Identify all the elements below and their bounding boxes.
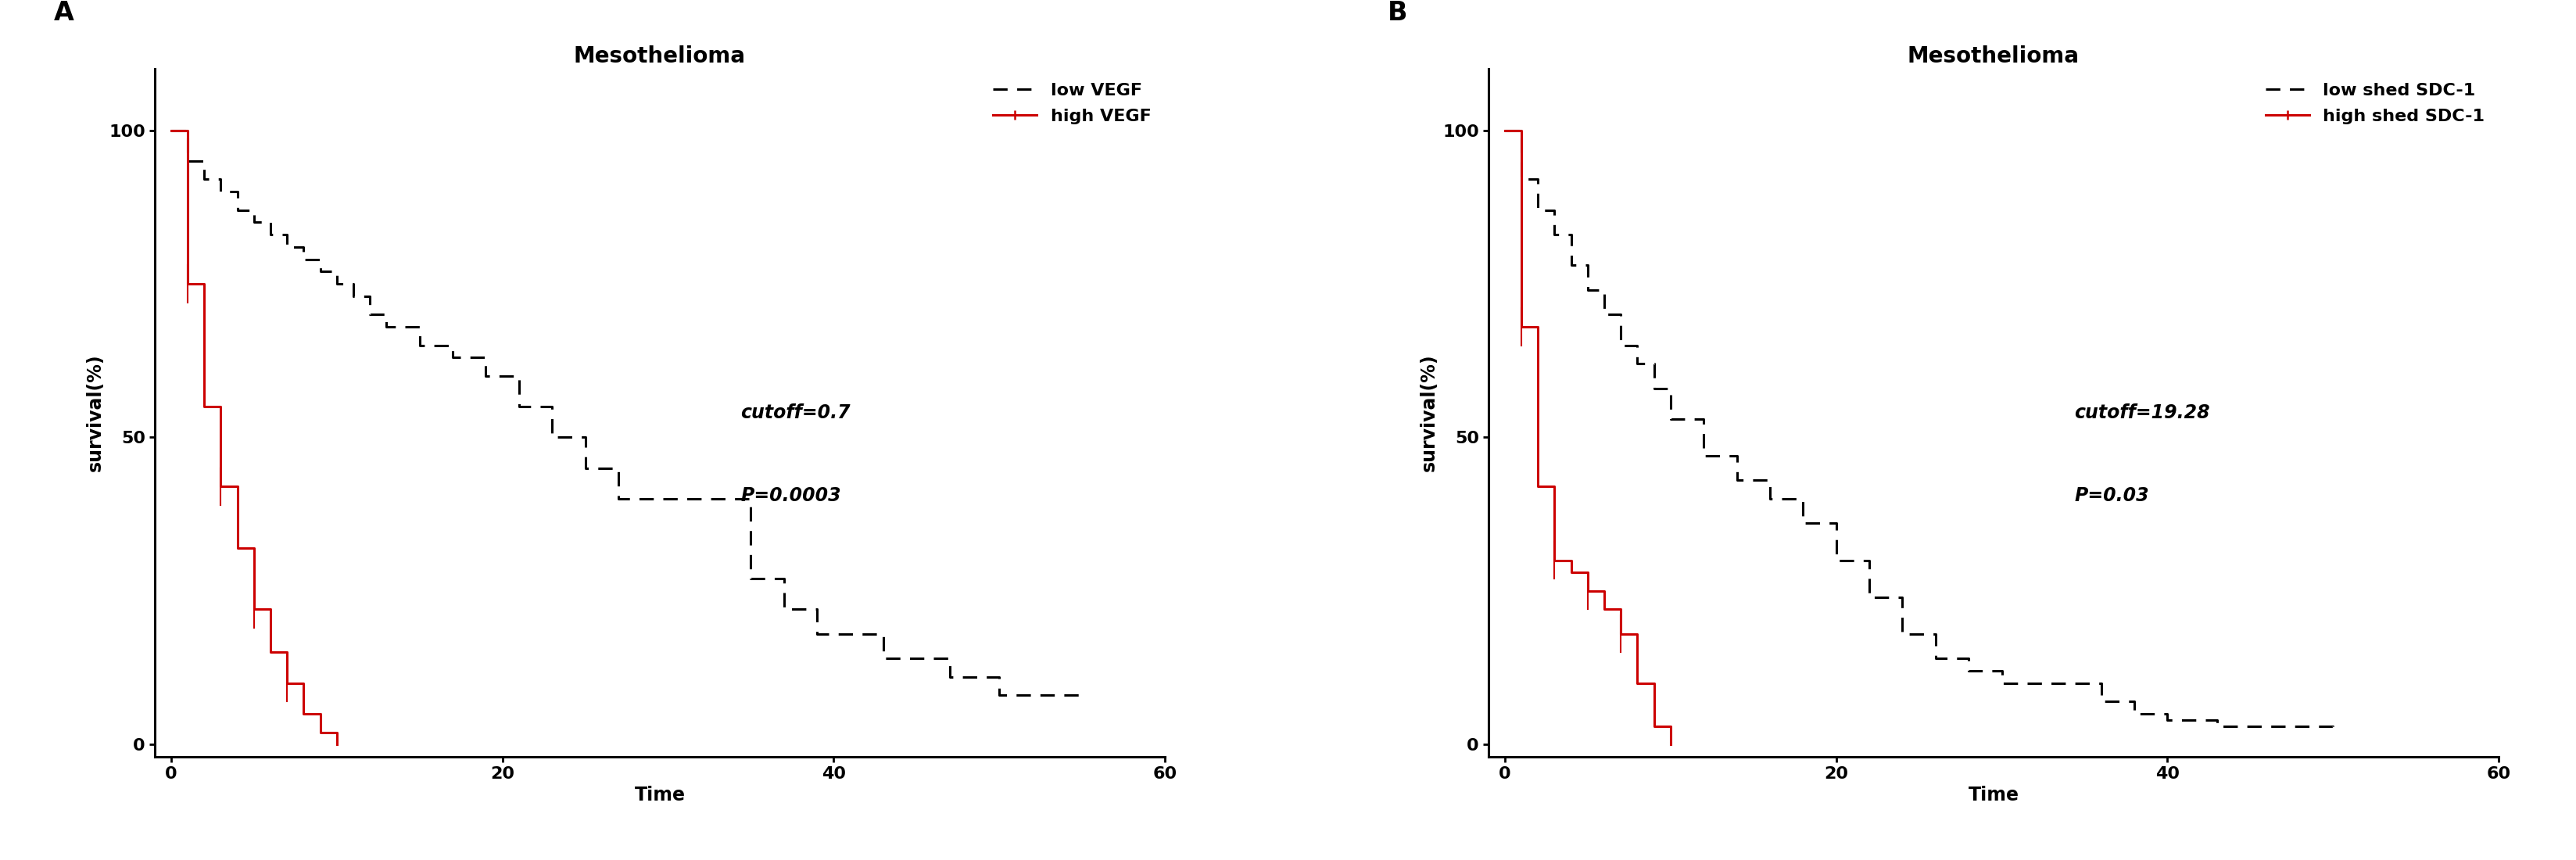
high VEGF [206,482,237,492]
low shed SDC-1 [1919,654,1950,664]
low shed SDC-1 [1623,359,1654,369]
X-axis label: Time: Time [634,786,685,805]
Text: cutoff=0.7: cutoff=0.7 [739,403,850,422]
high shed SDC-1 [1507,322,1538,332]
low VEGF [502,402,533,412]
low shed SDC-1 [1687,451,1718,461]
X-axis label: Time: Time [1968,786,2020,805]
low shed SDC-1 [1489,125,1520,135]
low shed SDC-1 [1556,261,1587,271]
low shed SDC-1 [1571,285,1602,295]
low shed SDC-1 [1888,629,1919,639]
high VEGF [304,727,335,737]
Y-axis label: survival(%): survival(%) [85,354,106,471]
high shed SDC-1 [1538,555,1569,565]
low shed SDC-1 [1788,519,1819,529]
low shed SDC-1 [2202,721,2233,731]
low VEGF [289,254,319,264]
high shed SDC-1 [1522,482,1553,492]
low shed SDC-1 [2087,697,2117,707]
low shed SDC-1 [1522,205,1553,215]
low shed SDC-1 [2120,709,2151,719]
low VEGF [734,574,765,584]
low shed SDC-1 [2151,715,2182,725]
high VEGF [155,125,185,135]
low VEGF [1066,691,1097,701]
low VEGF [984,691,1015,701]
low shed SDC-1 [1754,494,1785,504]
low VEGF [322,279,353,289]
Y-axis label: survival(%): survival(%) [1419,354,1437,471]
high VEGF [222,543,252,553]
low VEGF [768,605,799,615]
Line: high shed SDC-1: high shed SDC-1 [1504,130,1669,745]
low shed SDC-1 [1986,678,2017,688]
low VEGF [304,267,335,277]
Text: A: A [54,0,75,26]
high shed SDC-1 [1623,678,1654,688]
low VEGF [801,629,832,639]
Title: Mesothelioma: Mesothelioma [1906,45,2079,67]
high shed SDC-1 [1489,125,1520,135]
Text: P=0.0003: P=0.0003 [739,486,842,505]
high VEGF [289,709,319,719]
low shed SDC-1 [2318,727,2349,737]
high VEGF [173,279,204,289]
low VEGF [603,494,634,504]
low VEGF [371,322,402,332]
high VEGF [188,402,219,412]
high VEGF [240,605,270,615]
low shed SDC-1 [2267,721,2298,731]
low VEGF [173,156,204,166]
high shed SDC-1 [1556,568,1587,578]
low shed SDC-1 [1855,592,1886,602]
low VEGF [569,463,600,473]
Text: B: B [1388,0,1406,26]
high shed SDC-1 [1571,586,1602,596]
high VEGF [322,740,353,750]
low VEGF [222,205,252,215]
high shed SDC-1 [1589,605,1620,615]
high shed SDC-1 [1654,740,1685,750]
low VEGF [270,242,301,252]
low shed SDC-1 [2035,678,2066,688]
high VEGF [270,678,301,688]
low VEGF [355,310,386,320]
Line: high VEGF: high VEGF [170,130,337,745]
low shed SDC-1 [1605,340,1636,350]
low shed SDC-1 [1589,310,1620,320]
low VEGF [404,340,435,350]
low VEGF [255,230,286,240]
low shed SDC-1 [1821,555,1852,565]
Line: low shed SDC-1: low shed SDC-1 [1504,130,2334,732]
low VEGF [240,218,270,228]
Legend: low VEGF, high VEGF: low VEGF, high VEGF [987,77,1157,130]
low shed SDC-1 [1638,383,1669,393]
low VEGF [438,353,469,363]
low VEGF [471,371,502,381]
high VEGF [255,648,286,658]
low VEGF [868,654,899,664]
low VEGF [536,433,567,443]
low shed SDC-1 [1507,175,1538,185]
Text: P=0.03: P=0.03 [2074,486,2148,505]
Text: cutoff=19.28: cutoff=19.28 [2074,403,2210,422]
low VEGF [188,175,219,185]
low VEGF [935,672,966,682]
high shed SDC-1 [1605,629,1636,639]
low VEGF [206,187,237,197]
high shed SDC-1 [1638,721,1669,731]
low shed SDC-1 [1654,414,1685,424]
Line: low VEGF: low VEGF [170,130,1082,696]
Legend: low shed SDC-1, high shed SDC-1: low shed SDC-1, high shed SDC-1 [2262,77,2491,130]
low VEGF [155,125,185,135]
low VEGF [337,291,368,301]
low shed SDC-1 [1721,476,1752,486]
Title: Mesothelioma: Mesothelioma [574,45,747,67]
low shed SDC-1 [1953,666,1984,676]
low shed SDC-1 [1538,230,1569,240]
